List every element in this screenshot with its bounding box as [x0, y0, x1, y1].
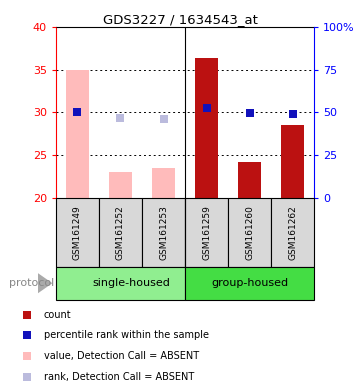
Text: GSM161253: GSM161253	[159, 205, 168, 260]
Text: value, Detection Call = ABSENT: value, Detection Call = ABSENT	[44, 351, 199, 361]
Bar	[281, 125, 304, 198]
Bar	[56, 267, 185, 300]
Bar	[271, 198, 314, 267]
Bar	[99, 198, 142, 267]
Text: rank, Detection Call = ABSENT: rank, Detection Call = ABSENT	[44, 372, 194, 382]
Bar	[195, 58, 218, 198]
Text: percentile rank within the sample: percentile rank within the sample	[44, 331, 209, 341]
Text: protocol: protocol	[9, 278, 54, 288]
Bar	[228, 198, 271, 267]
Point	[290, 111, 295, 117]
Bar	[238, 162, 261, 198]
Point	[161, 116, 166, 122]
Bar	[185, 267, 314, 300]
Bar	[142, 198, 185, 267]
Bar	[109, 172, 132, 198]
Text: GDS3227 / 1634543_at: GDS3227 / 1634543_at	[103, 13, 258, 26]
Bar	[66, 70, 89, 198]
Polygon shape	[38, 273, 52, 293]
Bar	[152, 168, 175, 198]
Text: count: count	[44, 310, 71, 320]
Point	[265, 274, 270, 280]
Text: single-housed: single-housed	[92, 278, 170, 288]
Bar	[185, 198, 228, 267]
Point	[75, 109, 81, 115]
Text: GSM161252: GSM161252	[116, 205, 125, 260]
Text: GSM161262: GSM161262	[288, 205, 297, 260]
Point	[204, 105, 209, 111]
Point	[265, 86, 270, 93]
Text: GSM161249: GSM161249	[73, 205, 82, 260]
Point	[118, 115, 123, 121]
Text: group-housed: group-housed	[211, 278, 288, 288]
Text: GSM161259: GSM161259	[202, 205, 211, 260]
Text: GSM161260: GSM161260	[245, 205, 254, 260]
Point	[247, 110, 252, 116]
Bar	[56, 198, 99, 267]
